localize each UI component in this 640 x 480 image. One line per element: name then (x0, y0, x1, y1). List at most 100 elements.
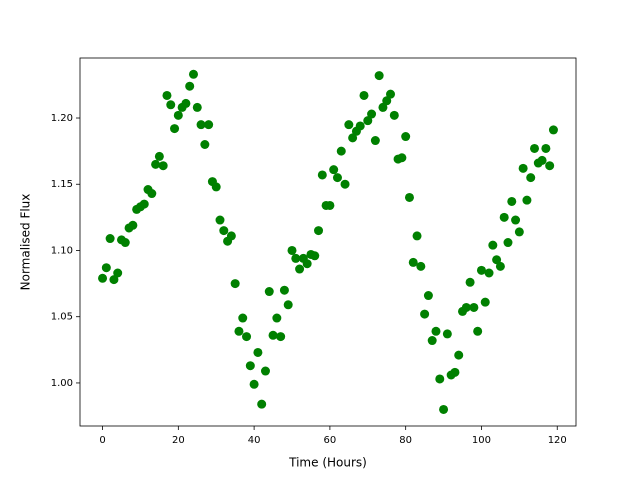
point (344, 120, 354, 130)
x-tick-label: 60 (324, 435, 337, 446)
point (359, 90, 369, 100)
point (423, 291, 433, 301)
point (461, 302, 471, 312)
point (128, 220, 138, 230)
point (541, 143, 551, 153)
point (386, 89, 396, 99)
point (431, 326, 441, 336)
point (484, 268, 494, 278)
point (408, 257, 418, 267)
point (473, 326, 483, 336)
point (495, 261, 505, 271)
point (514, 227, 524, 237)
point (287, 245, 297, 255)
point (480, 297, 490, 307)
point (204, 120, 214, 130)
y-tick-label: 1.15 (51, 179, 73, 190)
point (302, 259, 312, 269)
point (389, 110, 399, 120)
point (249, 379, 259, 389)
point (279, 285, 289, 295)
point (260, 366, 270, 376)
point (283, 300, 293, 310)
point (181, 98, 191, 108)
point (101, 263, 111, 273)
point (147, 189, 157, 199)
point (465, 277, 475, 287)
x-tick-label: 20 (172, 435, 185, 446)
point (370, 136, 380, 146)
point (340, 179, 350, 189)
point (192, 102, 202, 112)
point (348, 133, 358, 143)
point (476, 265, 486, 275)
point (355, 121, 365, 131)
point (215, 215, 225, 225)
y-tick-label: 1.10 (51, 245, 73, 256)
point (454, 350, 464, 360)
point (518, 163, 528, 173)
point (257, 399, 267, 409)
point (158, 161, 168, 171)
y-tick-label: 1.00 (51, 378, 73, 389)
point (526, 173, 536, 183)
point (230, 279, 240, 289)
point (329, 165, 339, 175)
point (336, 146, 346, 156)
point (185, 81, 195, 91)
point (530, 143, 540, 153)
x-axis-label: Time (Hours) (288, 456, 367, 470)
point (188, 69, 198, 79)
point (537, 155, 547, 165)
point (507, 196, 517, 206)
point (442, 329, 452, 339)
point (503, 238, 513, 248)
point (367, 109, 377, 119)
point (317, 170, 327, 180)
point (291, 253, 301, 263)
point (416, 261, 426, 271)
point (154, 151, 164, 161)
point (325, 200, 335, 210)
point (332, 173, 342, 183)
x-tick-label: 40 (248, 435, 261, 446)
point (211, 182, 221, 192)
point (499, 212, 509, 222)
point (105, 234, 115, 244)
point (166, 100, 176, 110)
point (109, 275, 119, 285)
plot-frame (79, 57, 577, 427)
point (120, 238, 130, 248)
point (522, 195, 532, 205)
point (427, 336, 437, 346)
point (98, 273, 108, 283)
point (113, 268, 123, 278)
point (469, 302, 479, 312)
point (162, 90, 172, 100)
point (412, 231, 422, 241)
point (245, 361, 255, 371)
y-axis-label: Normalised Flux (19, 194, 33, 291)
point (548, 125, 558, 135)
point (242, 332, 252, 342)
point (264, 287, 274, 297)
point (272, 313, 282, 323)
point (378, 102, 388, 112)
point (439, 404, 449, 414)
point (226, 231, 236, 241)
point (511, 215, 521, 225)
point (435, 374, 445, 384)
point (404, 192, 414, 202)
point (295, 264, 305, 274)
point (173, 110, 183, 120)
point (219, 226, 229, 236)
point (397, 153, 407, 163)
point (492, 255, 502, 265)
point (253, 347, 263, 357)
point (151, 159, 161, 169)
point (276, 332, 286, 342)
point (200, 140, 210, 150)
point (310, 251, 320, 261)
